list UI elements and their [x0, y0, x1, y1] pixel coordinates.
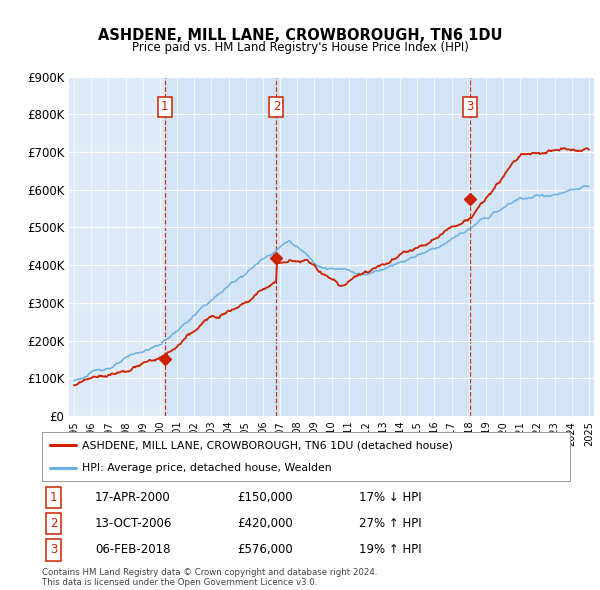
- Text: 3: 3: [50, 543, 58, 556]
- Text: 13-OCT-2006: 13-OCT-2006: [95, 517, 172, 530]
- Text: £420,000: £420,000: [238, 517, 293, 530]
- Text: ASHDENE, MILL LANE, CROWBOROUGH, TN6 1DU (detached house): ASHDENE, MILL LANE, CROWBOROUGH, TN6 1DU…: [82, 440, 452, 450]
- Text: HPI: Average price, detached house, Wealden: HPI: Average price, detached house, Weal…: [82, 463, 331, 473]
- Text: 2: 2: [272, 100, 280, 113]
- Text: £150,000: £150,000: [238, 491, 293, 504]
- Text: Price paid vs. HM Land Registry's House Price Index (HPI): Price paid vs. HM Land Registry's House …: [131, 41, 469, 54]
- Text: Contains HM Land Registry data © Crown copyright and database right 2024.
This d: Contains HM Land Registry data © Crown c…: [42, 568, 377, 587]
- Text: 2: 2: [50, 517, 58, 530]
- Text: 1: 1: [50, 491, 58, 504]
- Text: ASHDENE, MILL LANE, CROWBOROUGH, TN6 1DU: ASHDENE, MILL LANE, CROWBOROUGH, TN6 1DU: [98, 28, 502, 43]
- Text: 3: 3: [467, 100, 474, 113]
- Text: 19% ↑ HPI: 19% ↑ HPI: [359, 543, 421, 556]
- Text: 06-FEB-2018: 06-FEB-2018: [95, 543, 170, 556]
- Text: 27% ↑ HPI: 27% ↑ HPI: [359, 517, 421, 530]
- Bar: [277, 77, 470, 416]
- Text: 1: 1: [161, 100, 169, 113]
- Bar: [470, 77, 594, 416]
- Text: 17% ↓ HPI: 17% ↓ HPI: [359, 491, 421, 504]
- Text: 17-APR-2000: 17-APR-2000: [95, 491, 170, 504]
- Bar: [165, 77, 277, 416]
- Text: £576,000: £576,000: [238, 543, 293, 556]
